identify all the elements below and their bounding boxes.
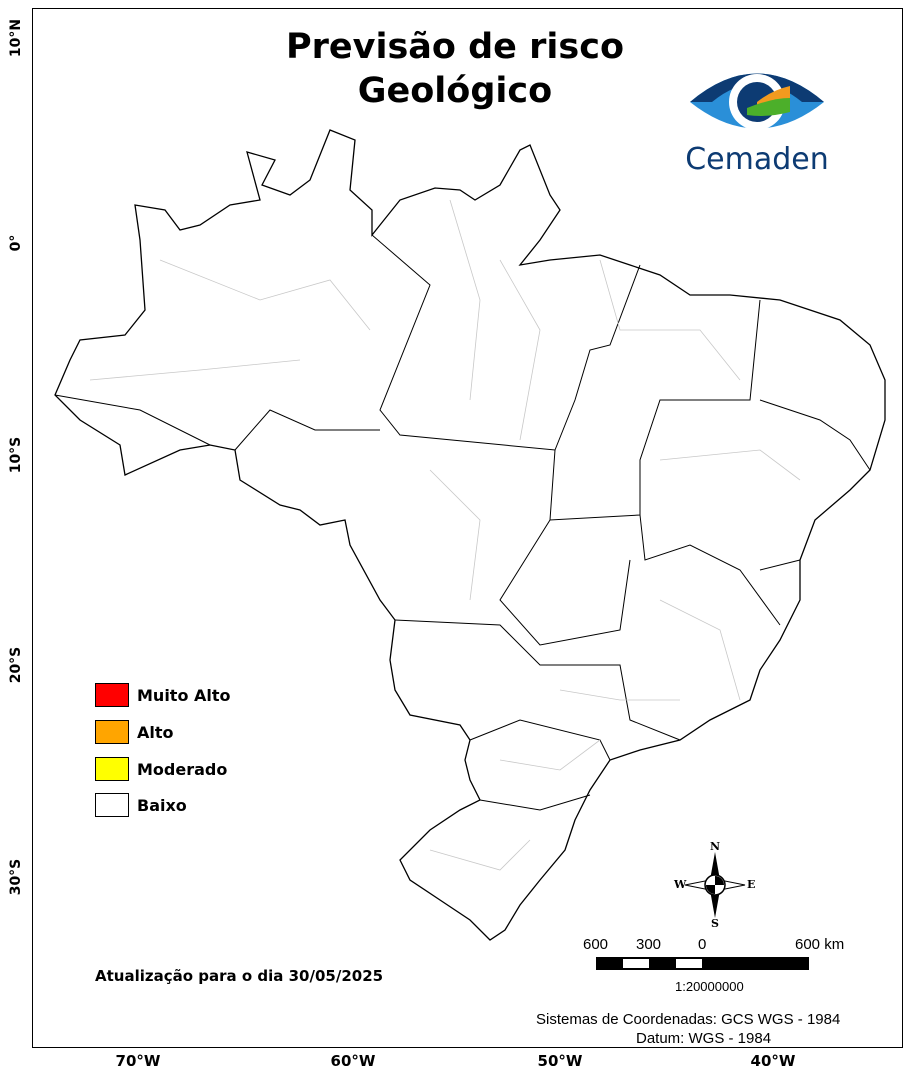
lat-label: 20°S bbox=[8, 646, 24, 684]
lon-label: 70°W bbox=[115, 1052, 161, 1070]
legend-item-moderado: Moderado bbox=[95, 757, 227, 781]
scale-label: 600 km bbox=[795, 936, 845, 953]
update-date-text: Atualização para o dia 30/05/2025 bbox=[95, 967, 384, 985]
lon-label: 60°W bbox=[330, 1052, 376, 1070]
legend-item-alto: Alto bbox=[95, 720, 174, 744]
lon-label: 40°W bbox=[750, 1052, 796, 1070]
state-borders bbox=[54, 234, 871, 811]
lat-label: 10°S bbox=[8, 436, 24, 474]
lat-label: 0° bbox=[8, 234, 24, 252]
lat-label: 30°S bbox=[8, 858, 24, 896]
legend-item-muito-alto: Muito Alto bbox=[95, 683, 231, 707]
scale-label: 300 bbox=[636, 936, 662, 953]
legend-item-baixo: Baixo bbox=[95, 793, 187, 817]
legend-swatch bbox=[95, 720, 129, 744]
compass-s: S bbox=[711, 917, 719, 930]
legend-label: Baixo bbox=[137, 795, 187, 815]
municipal-borders bbox=[89, 199, 801, 871]
title-line-1: Previsão de risco bbox=[285, 27, 624, 67]
logo-text: Cemaden bbox=[685, 142, 829, 177]
legend-label: Muito Alto bbox=[137, 685, 231, 705]
compass-n: N bbox=[710, 840, 721, 853]
cemaden-logo: Cemaden bbox=[672, 60, 842, 177]
scale-label: 0 bbox=[698, 936, 707, 953]
brazil-outline bbox=[54, 129, 886, 941]
title-line-2: Geológico bbox=[357, 71, 553, 111]
lat-label: 10°N bbox=[8, 18, 24, 58]
datum-text: Datum: WGS - 1984 bbox=[636, 1030, 772, 1047]
scale-label: 600 bbox=[583, 936, 609, 953]
compass-e: E bbox=[747, 878, 756, 891]
compass-icon bbox=[684, 852, 746, 918]
compass-rose: N S W E bbox=[670, 840, 760, 930]
coord-system-text: Sistemas de Coordenadas: GCS WGS - 1984 bbox=[536, 1011, 841, 1028]
eye-logo-icon bbox=[690, 73, 824, 130]
compass-w: W bbox=[674, 878, 687, 891]
legend-swatch bbox=[95, 757, 129, 781]
scale-ratio: 1:20000000 bbox=[675, 979, 744, 994]
scale-bar-graphic bbox=[596, 957, 809, 970]
legend-label: Moderado bbox=[137, 759, 228, 779]
legend-label: Alto bbox=[137, 722, 174, 742]
legend-swatch bbox=[95, 683, 129, 707]
lon-label: 50°W bbox=[537, 1052, 583, 1070]
legend-swatch bbox=[95, 793, 129, 817]
map-frame bbox=[32, 8, 903, 1048]
